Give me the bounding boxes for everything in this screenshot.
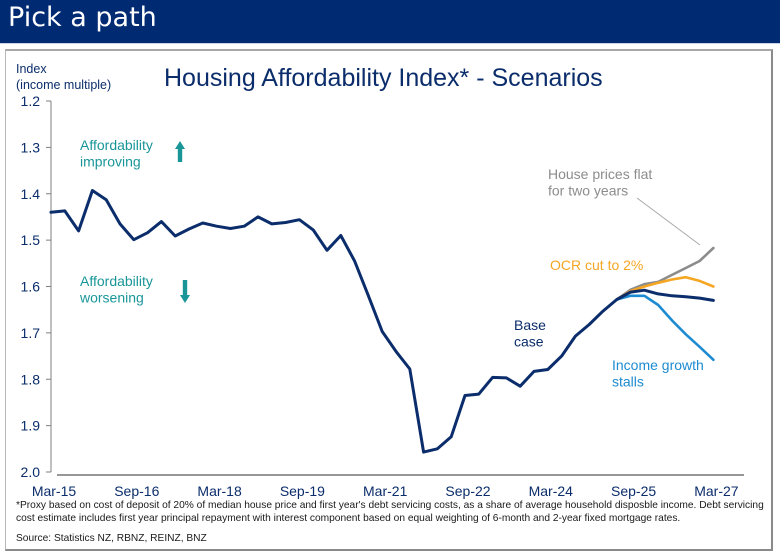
annotation-text: House prices flat — [548, 166, 652, 182]
y-tick-label: 1.8 — [21, 371, 41, 387]
x-tick-label: Sep-25 — [611, 483, 656, 499]
annotation-text: Base — [514, 317, 546, 333]
annotation-text: OCR cut to 2% — [550, 257, 643, 273]
annotation-ocr: OCR cut to 2% — [550, 257, 643, 273]
annotation-text: for two years — [548, 183, 628, 199]
x-tick-label: Sep-19 — [280, 483, 325, 499]
x-tick-label: Mar-24 — [529, 483, 574, 499]
arrow-up-icon — [175, 141, 185, 149]
y-tick-label: 1.9 — [21, 418, 41, 434]
slide-header: Pick a path — [0, 0, 780, 44]
y-axis-label-line2: (income multiple) — [16, 78, 111, 92]
x-tick-label: Mar-21 — [363, 483, 408, 499]
y-axis-label-line1: Index — [16, 62, 47, 76]
y-tick-label: 1.4 — [21, 186, 41, 202]
annotations: AffordabilityimprovingAffordabilityworse… — [79, 137, 704, 390]
annotation-text: case — [514, 334, 544, 350]
x-tick-label: Sep-16 — [114, 483, 159, 499]
annotation-text: Affordability — [80, 273, 153, 289]
arrow-down-icon — [180, 295, 190, 303]
annotation-text: improving — [80, 154, 141, 170]
arrow-up-icon-shaft — [177, 148, 183, 162]
x-tick-label: Mar-18 — [197, 483, 242, 499]
y-tick-label: 1.5 — [21, 232, 41, 248]
y-tick-label: 1.2 — [21, 93, 41, 109]
annotation-text: stalls — [612, 374, 644, 390]
annotation-text: Income growth — [612, 357, 704, 373]
slide-title: Pick a path — [8, 2, 157, 33]
series-line-base-case — [49, 189, 715, 454]
chart-title: Housing Affordability Index* - Scenarios — [164, 64, 603, 92]
series-line-house-prices-flat-for-two-years — [615, 246, 715, 301]
series-layer — [49, 189, 715, 454]
y-tick-label: 1.6 — [21, 279, 41, 295]
y-tick-label: 1.3 — [21, 139, 41, 155]
annotation-text: worsening — [79, 290, 144, 306]
y-tick-label: 1.7 — [21, 325, 41, 341]
arrow-down-icon-shaft — [182, 280, 188, 296]
y-tick-label: 2.0 — [21, 464, 41, 480]
chart-frame — [5, 49, 773, 551]
x-tick-label: Mar-27 — [694, 483, 739, 499]
series-line-income-growth-stalls — [615, 294, 715, 362]
axes: 1.2 1.3 1.4 1.5 1.6 1.7 1.8 1.9 2.0 Mar-15 Sep-16 M… — [21, 93, 744, 499]
x-tick-label: Mar-15 — [32, 483, 77, 499]
annotation-text: Affordability — [80, 137, 153, 153]
source-note: Source: Statistics NZ, RBNZ, REINZ, BNZ — [16, 533, 207, 544]
x-tick-label: Sep-22 — [445, 483, 490, 499]
footnote: *Proxy based on cost of deposit of 20% o… — [16, 500, 764, 524]
annotation-leader-line — [636, 197, 701, 246]
